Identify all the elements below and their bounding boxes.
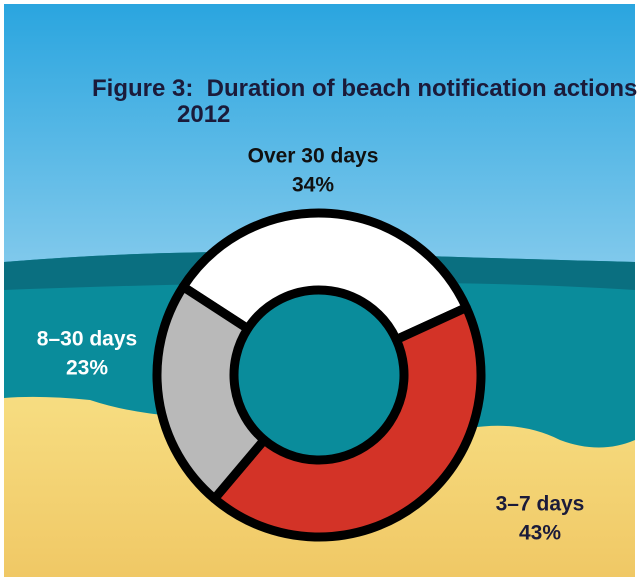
slice-label: 8–30 days <box>37 328 137 351</box>
slice-value: 34% <box>292 174 334 197</box>
donut-slice <box>209 303 486 542</box>
chart-title: Figure 3: Duration of beach notification… <box>92 75 638 128</box>
slice-label: 3–7 days <box>496 493 585 516</box>
donut-slice <box>178 208 471 345</box>
slice-value: 23% <box>66 357 108 380</box>
slice-value: 43% <box>519 522 561 545</box>
donut-slice <box>152 282 269 504</box>
slice-label: Over 30 days <box>248 145 379 168</box>
donut-hole <box>234 290 404 460</box>
